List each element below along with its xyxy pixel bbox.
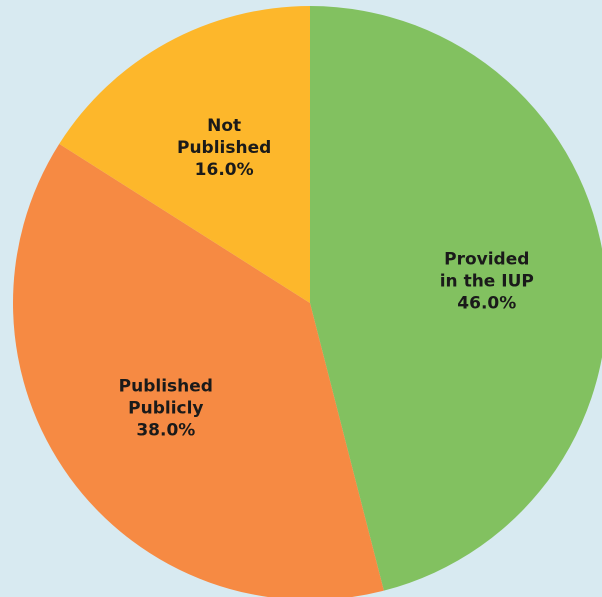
slice-label-line: Publicly [128,399,203,419]
slice-label-3: Not Published 16.0% [177,116,271,180]
slice-label-line: 46.0% [457,294,516,314]
pie-slice-2 [13,143,384,597]
labels-layer: Provided in the IUP 46.0%Published Publicly… [119,116,534,441]
slice-label-line: 38.0% [136,421,195,441]
slice-label-2: Published Publicly 38.0% [119,377,213,441]
slice-label-line: Published [177,138,271,158]
pie-slice-3 [59,6,311,303]
slice-label-line: Provided [444,250,529,270]
slice-label-line: 16.0% [195,160,254,180]
slice-label-line: Published [119,377,213,397]
slices-layer [13,6,602,597]
pie-slice-1 [310,6,602,591]
slice-label-line: Not [207,116,241,136]
slice-label-1: Provided in the IUP 46.0% [440,250,534,314]
slice-label-line: in the IUP [440,272,534,292]
